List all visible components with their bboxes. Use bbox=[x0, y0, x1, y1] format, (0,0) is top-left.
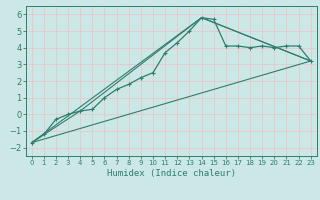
X-axis label: Humidex (Indice chaleur): Humidex (Indice chaleur) bbox=[107, 169, 236, 178]
